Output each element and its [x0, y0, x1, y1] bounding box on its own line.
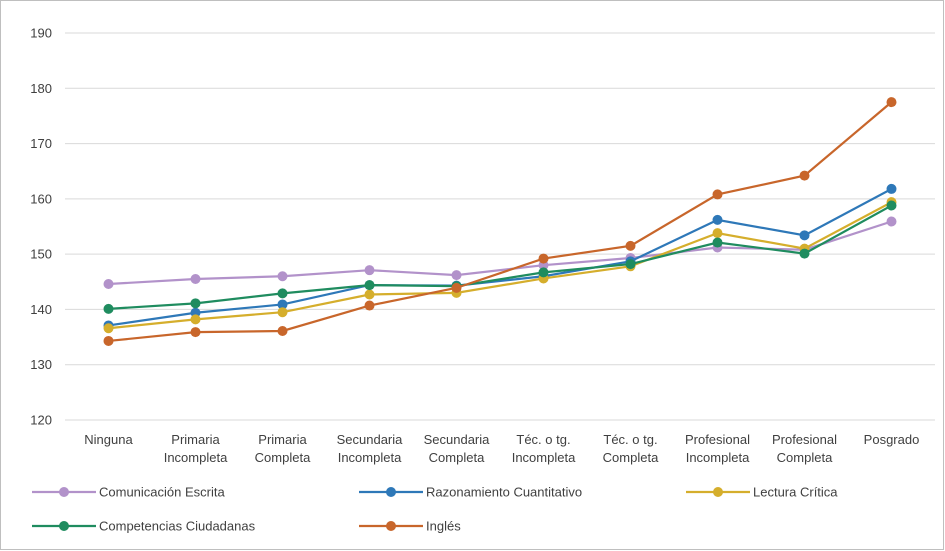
y-tick-label: 190 — [30, 26, 52, 41]
data-point — [712, 237, 723, 248]
data-point — [277, 271, 288, 282]
x-tick-label: Profesional Incompleta — [685, 432, 750, 465]
y-tick-label: 150 — [30, 247, 52, 262]
data-point — [190, 298, 201, 309]
legend-label: Competencias Ciudadanas — [99, 519, 256, 534]
data-point — [886, 200, 897, 211]
y-tick-label: 160 — [30, 191, 52, 206]
data-point — [886, 183, 897, 194]
data-point — [190, 314, 201, 325]
data-point — [277, 299, 288, 310]
data-point — [451, 270, 462, 281]
legend-marker — [386, 521, 396, 531]
series-line — [108, 204, 893, 310]
series-line — [108, 101, 893, 343]
series-line — [108, 187, 893, 327]
x-tick-label: Téc. o tg. Completa — [603, 432, 659, 465]
data-point — [277, 288, 288, 299]
data-point — [451, 282, 462, 293]
data-point — [625, 240, 636, 251]
y-tick-label: 120 — [30, 413, 52, 428]
data-point — [103, 323, 114, 334]
data-point — [712, 189, 723, 200]
data-point — [799, 170, 810, 181]
data-point — [277, 307, 288, 318]
x-tick-label: Primaria Incompleta — [164, 432, 228, 465]
x-tick-label: Secundaria Completa — [424, 432, 491, 465]
series-line — [108, 201, 893, 330]
data-point — [364, 265, 375, 276]
x-tick-label: Profesional Completa — [772, 432, 837, 465]
data-point — [799, 230, 810, 241]
data-point — [364, 289, 375, 300]
legend-label: Comunicación Escrita — [99, 485, 225, 500]
y-tick-label: 170 — [30, 136, 52, 151]
data-point — [712, 228, 723, 239]
data-point — [538, 253, 549, 264]
data-point — [277, 325, 288, 336]
data-point — [103, 335, 114, 346]
legend-label: Razonamiento Cuantitativo — [426, 485, 582, 500]
data-point — [364, 280, 375, 291]
legend-label: Lectura Crítica — [753, 485, 838, 500]
data-point — [190, 327, 201, 338]
legend-marker — [59, 521, 69, 531]
legend-label: Inglés — [426, 519, 461, 534]
data-point — [799, 248, 810, 259]
x-tick-label: Posgrado — [864, 432, 920, 447]
data-point — [886, 97, 897, 108]
data-point — [886, 216, 897, 227]
x-tick-label: Secundaria Incompleta — [337, 432, 404, 465]
y-tick-label: 130 — [30, 357, 52, 372]
y-tick-label: 180 — [30, 81, 52, 96]
data-point — [103, 303, 114, 314]
legend-marker — [59, 487, 69, 497]
data-point — [103, 278, 114, 289]
legend-marker — [713, 487, 723, 497]
data-point — [364, 300, 375, 311]
x-tick-label: Primaria Completa — [255, 432, 311, 465]
data-point — [190, 274, 201, 285]
y-tick-label: 140 — [30, 302, 52, 317]
legend-marker — [386, 487, 396, 497]
x-tick-label: Ninguna — [84, 432, 133, 447]
data-point — [712, 214, 723, 225]
x-tick-label: Téc. o tg. Incompleta — [512, 432, 576, 465]
data-point — [625, 259, 636, 270]
data-point — [538, 267, 549, 278]
